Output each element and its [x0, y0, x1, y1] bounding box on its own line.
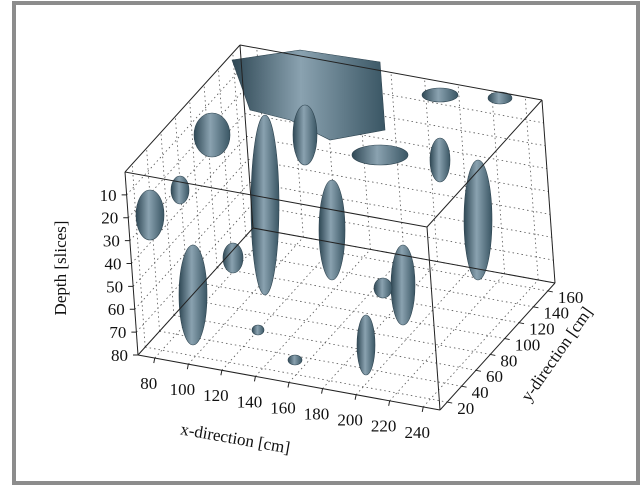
- y-tick: [490, 354, 495, 355]
- z-tick-label: 70: [109, 323, 126, 342]
- y-tick: [476, 370, 481, 371]
- y-tick: [505, 339, 510, 340]
- y-tick: [519, 323, 524, 324]
- x-tick-label: 140: [237, 392, 263, 411]
- isosurface-blob: [352, 145, 408, 165]
- z-tick-label: 60: [108, 300, 125, 319]
- isosurface-blob: [136, 190, 164, 240]
- grid-line: [289, 256, 404, 383]
- x-tick: [355, 395, 356, 400]
- x-tick-label: 80: [140, 374, 157, 393]
- grid-line: [218, 69, 231, 252]
- grid-line: [247, 137, 549, 192]
- z-axis-label: Depth [slices]: [51, 221, 70, 316]
- isosurface-blob: [319, 180, 345, 280]
- x-tick: [187, 364, 188, 369]
- z-tick-label: 20: [101, 209, 118, 228]
- isosurface-blob: [422, 88, 458, 102]
- isosurface-blob: [194, 113, 230, 157]
- grid-line: [525, 97, 538, 280]
- grid-line: [248, 159, 550, 214]
- x-tick: [389, 401, 390, 406]
- isosurface-blob: [293, 105, 317, 165]
- isosurface-blob: [171, 176, 189, 204]
- grid-line: [160, 331, 462, 386]
- x-tick: [154, 358, 155, 363]
- x-tick-label: 180: [304, 405, 330, 424]
- y-tick: [462, 386, 467, 387]
- y-tick: [548, 291, 553, 292]
- grid-line: [174, 315, 476, 370]
- grid-line: [155, 231, 270, 358]
- grid-line: [492, 91, 505, 274]
- x-tick: [322, 389, 323, 394]
- x-tick-label: 200: [337, 411, 363, 430]
- isosurface-blob: [374, 278, 392, 298]
- x-tick-label: 100: [170, 380, 196, 399]
- isosurface-blob: [357, 315, 375, 375]
- box-edge: [542, 100, 555, 283]
- z-tick-label: 50: [106, 277, 123, 296]
- x-tick: [288, 383, 289, 388]
- isosurface: [136, 50, 512, 375]
- chart: 8010012014016018020022024020406080100120…: [0, 0, 643, 486]
- isosurface-blob: [288, 355, 302, 365]
- isosurface-blob: [464, 160, 492, 280]
- y-tick: [533, 307, 538, 308]
- grid-line: [250, 182, 552, 237]
- x-tick-label: 120: [203, 386, 229, 405]
- z-tick-label: 40: [105, 254, 122, 273]
- isosurface-blob: [430, 138, 450, 182]
- x-tick-label: 160: [270, 398, 296, 417]
- isosurface-blob: [251, 115, 279, 295]
- grid-line: [203, 284, 505, 339]
- grid-line: [132, 164, 145, 347]
- z-tick-label: 30: [103, 232, 120, 251]
- x-tick: [254, 376, 255, 381]
- x-tick: [221, 370, 222, 375]
- x-tick-label: 220: [371, 417, 397, 436]
- z-tick-label: 10: [100, 186, 117, 205]
- x-axis-label: x-direction [cm]: [179, 419, 292, 457]
- y-tick: [447, 402, 452, 403]
- z-tick-label: 80: [111, 346, 128, 365]
- x-tick-label: 240: [404, 423, 430, 442]
- x-tick: [422, 407, 423, 412]
- box-edge: [427, 227, 440, 410]
- grid-line: [188, 299, 490, 354]
- isosurface-blob: [252, 325, 264, 335]
